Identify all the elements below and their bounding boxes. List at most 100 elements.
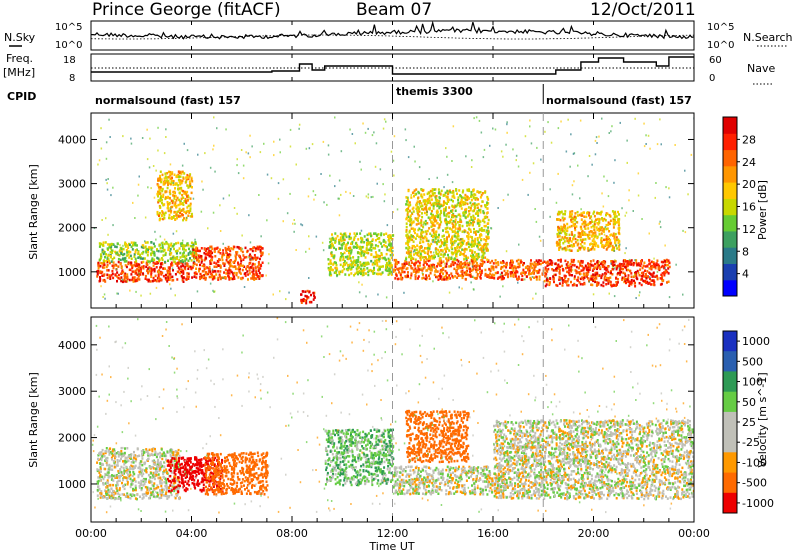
- velocity-colorbar-tick-8: -1000: [742, 497, 774, 510]
- x-tick-6: 00:00: [678, 527, 710, 540]
- power-echo-region-3: [191, 245, 264, 281]
- velocity-colorbar-cell-8: [723, 492, 737, 514]
- power-colorbar-tick-5: 24: [742, 156, 756, 169]
- cpid-segment-1: normalsound (fast) 157: [95, 94, 241, 107]
- velocity-colorbar-cell-5: [723, 432, 737, 453]
- power-colorbar-cell-7: [723, 165, 737, 183]
- cpid-segment-3: normalsound (fast) 157: [546, 94, 692, 107]
- power-colorbar-label: Power [dB]: [756, 180, 769, 240]
- velocity-colorbar-tick-0: 1000: [742, 335, 770, 348]
- x-axis-label: Time UT: [368, 540, 414, 553]
- nsearch-line: [90, 34, 694, 40]
- x-tick-2: 08:00: [276, 527, 308, 540]
- velocity-echo-region-3: [204, 451, 269, 496]
- power-colorbar-tick-4: 20: [742, 178, 756, 191]
- velocity-colorbar: 1000 500 100 50 25 -25 -100 -500 -1000: [722, 330, 774, 514]
- power-colorbar-cell-6: [723, 182, 737, 199]
- velocity-echo-region-5: [392, 465, 508, 496]
- velocity-echo-region-1: [96, 446, 181, 501]
- velocity-colorbar-cell-7: [723, 472, 737, 494]
- nave-label: Nave: [747, 62, 775, 75]
- velocity-colorbar-cell-3: [723, 391, 737, 413]
- velocity-colorbar-cell-2: [723, 371, 737, 393]
- velocity-scatter-echoes: [91, 317, 693, 514]
- power-y-tick-2: 3000: [58, 178, 86, 191]
- nsky-label: N.Sky: [4, 31, 36, 44]
- power-echo-region-4: [156, 170, 194, 222]
- x-tick-0: 00:00: [75, 527, 107, 540]
- freq-line: [91, 56, 694, 75]
- power-echo-region-6: [327, 232, 395, 277]
- power-echo-region-5: [300, 289, 316, 305]
- x-tick-1: 04:00: [176, 527, 208, 540]
- velocity-y-tick-2: 3000: [58, 385, 86, 398]
- nsky-line: [91, 20, 695, 40]
- power-colorbar-tick-6: 28: [742, 133, 756, 146]
- power-colorbar-cell-2: [723, 247, 737, 264]
- velocity-colorbar-tick-6: -100: [742, 456, 767, 469]
- freq-left-tick-top: 18: [63, 55, 76, 66]
- velocity-colorbar-cell-4: [723, 411, 737, 433]
- velocity-colorbar-label: Velocity [m s^-1]: [756, 372, 769, 467]
- velocity-colorbar-tick-4: 25: [742, 416, 756, 429]
- power-echo-region-10: [555, 210, 621, 252]
- velocity-y-tick-1: 2000: [58, 432, 86, 445]
- power-echo-region-7: [392, 258, 545, 281]
- power-colorbar-cell-5: [723, 198, 737, 216]
- noise-trace: [90, 20, 695, 40]
- noise-right-tick-bottom: 10^0: [707, 40, 734, 51]
- cpid-label: CPID: [7, 90, 36, 103]
- power-y-tick-3: 4000: [58, 133, 86, 146]
- cpid-bar: normalsound (fast) 157 themis 3300 norma…: [95, 84, 692, 107]
- power-colorbar-cell-0: [723, 279, 737, 297]
- power-y-tick-1: 2000: [58, 222, 86, 235]
- freq-trace: [91, 56, 694, 75]
- freq-label: Freq.: [6, 52, 33, 65]
- power-echoes: [93, 116, 694, 305]
- power-colorbar-cell-8: [723, 149, 737, 167]
- velocity-ylabel: Slant Range [km]: [27, 372, 40, 468]
- freq-right-tick-top: 60: [709, 55, 722, 66]
- power-y-tick-0: 1000: [58, 266, 86, 279]
- velocity-echoes: [91, 317, 694, 514]
- velocity-colorbar-tick-1: 500: [742, 355, 763, 368]
- freq-right-tick-bottom: 0: [709, 73, 715, 84]
- power-colorbar-cell-4: [723, 214, 737, 232]
- power-colorbar-cell-9: [723, 133, 737, 151]
- cpid-segment-2: themis 3300: [396, 85, 473, 98]
- nsearch-label: N.Search: [743, 31, 793, 44]
- power-echo-region-2: [98, 240, 198, 264]
- station-title: Prince George (fitACF): [92, 0, 281, 20]
- power-colorbar: 4 8 12 16 20 24 28: [722, 116, 756, 297]
- power-colorbar-cell-1: [723, 263, 737, 281]
- x-tick-5: 20:00: [578, 527, 610, 540]
- power-colorbar-cell-3: [723, 230, 737, 248]
- axes: 00:00 04:00 08:00 12:00 16:00 20:00 00:00 1000 2…: [58, 21, 710, 540]
- x-tick-3: 12:00: [377, 527, 409, 540]
- power-colorbar-cell-10: [723, 117, 737, 134]
- power-colorbar-tick-2: 12: [742, 223, 756, 236]
- beam-title: Beam 07: [356, 0, 432, 20]
- velocity-colorbar-cell-6: [723, 452, 737, 473]
- velocity-colorbar-tick-2: 100: [742, 376, 763, 389]
- power-ylabel: Slant Range [km]: [27, 164, 40, 260]
- power-echo-region-8: [405, 188, 490, 261]
- velocity-y-tick-3: 4000: [58, 339, 86, 352]
- power-echo-region-1: [96, 260, 194, 284]
- velocity-colorbar-tick-5: -25: [742, 436, 760, 449]
- velocity-y-tick-0: 1000: [58, 478, 86, 491]
- velocity-colorbar-tick-7: -500: [742, 477, 767, 490]
- noise-left-tick-top: 10^5: [55, 22, 82, 33]
- noise-right-tick-top: 10^5: [707, 22, 734, 33]
- velocity-colorbar-cell-1: [723, 351, 737, 372]
- power-colorbar-tick-3: 16: [742, 201, 756, 214]
- power-colorbar-tick-0: 4: [742, 268, 749, 281]
- velocity-colorbar-tick-3: 50: [742, 396, 756, 409]
- noise-left-tick-bottom: 10^0: [55, 40, 82, 51]
- velocity-echo-region-4: [324, 428, 395, 487]
- velocity-echo-region-6: [405, 409, 470, 464]
- power-scatter-echoes: [93, 116, 694, 301]
- freq-left-tick-bottom: 8: [69, 73, 75, 84]
- velocity-echo-region-7: [493, 419, 694, 501]
